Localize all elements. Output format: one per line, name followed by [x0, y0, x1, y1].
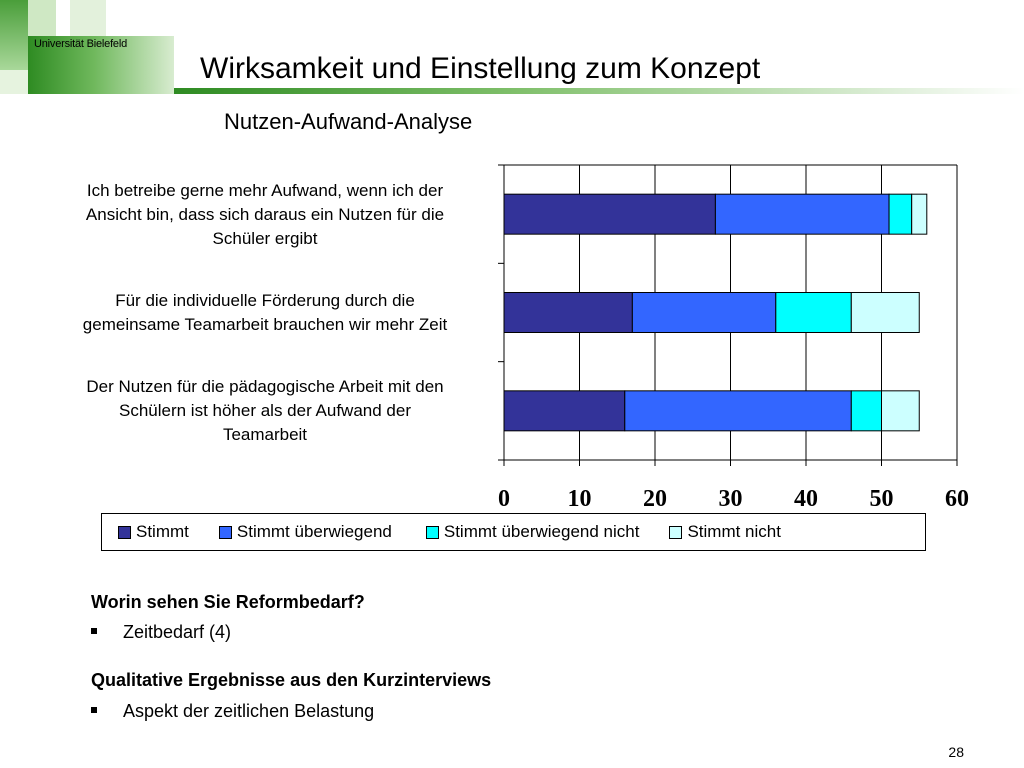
legend-item-stimmt: Stimmt — [118, 522, 189, 542]
category-label-3-line-2: Schülern ist höher als der Aufwand der — [118, 401, 411, 420]
category-label-3: Der Nutzen für die pädagogische Arbeit m… — [30, 375, 500, 447]
bar-segment — [503, 193, 716, 235]
legend-item-stimmt-ueberwiegend: Stimmt überwiegend — [218, 522, 392, 542]
legend-swatch-stimmt-ueberwiegend — [218, 525, 232, 539]
bar-segment — [714, 193, 890, 235]
x-tick-label: 0 — [498, 486, 510, 512]
x-tick-label: 30 — [719, 486, 743, 512]
bullet-text-1: Zeitbedarf (4) — [123, 622, 232, 642]
category-label-2-line-2: gemeinsame Teamarbeit brauchen wir mehr … — [82, 315, 448, 334]
category-label-2: Für die individuelle Förderung durch die… — [30, 289, 500, 337]
category-label-1-line-1: Ich betreibe gerne mehr Aufwand, wenn ic… — [86, 181, 444, 200]
university-logo: Universität Bielefeld — [34, 38, 128, 50]
question-heading-1: Worin sehen Sie Reformbedarf? — [91, 592, 365, 612]
bar-segment — [503, 292, 633, 333]
legend-swatch-stimmt-ueberwiegend-nicht — [425, 525, 439, 539]
x-tick-label: 60 — [945, 486, 969, 512]
category-label-1: Ich betreibe gerne mehr Aufwand, wenn ic… — [30, 179, 500, 251]
bar-segment — [631, 292, 777, 333]
legend-swatch-stimmt-nicht — [669, 525, 683, 539]
legend-label-stimmt: Stimmt — [136, 522, 189, 541]
bar-segment — [881, 390, 920, 432]
legend-label-stimmt-ueberwiegend: Stimmt überwiegend — [236, 522, 392, 541]
page-number: 28 — [948, 744, 964, 760]
bullet-item-2: Aspekt der zeitlichen Belastung — [91, 701, 374, 722]
decor-block-3 — [70, 0, 106, 36]
x-tick-label: 20 — [643, 486, 667, 512]
title-rule — [174, 88, 1024, 94]
bullet-square-icon — [91, 707, 97, 714]
legend-swatch-stimmt — [118, 525, 131, 539]
decor-block-2 — [28, 0, 56, 36]
page-title: Wirksamkeit und Einstellung zum Konzept — [200, 52, 761, 85]
question-heading-2: Qualitative Ergebnisse aus den Kurzinter… — [91, 670, 492, 690]
bar-segment — [888, 193, 913, 235]
legend-item-stimmt-nicht: Stimmt nicht — [669, 522, 781, 542]
legend-label-stimmt-ueberwiegend-nicht: Stimmt überwiegend nicht — [443, 522, 640, 541]
bar-segment — [775, 292, 852, 333]
decor-block-4 — [0, 70, 28, 94]
chart-legend: Stimmt Stimmt überwiegend Stimmt überwie… — [101, 513, 926, 551]
category-label-3-line-3: Teamarbeit — [222, 425, 308, 444]
legend-item-stimmt-ueberwiegend-nicht: Stimmt überwiegend nicht — [425, 522, 640, 542]
bar-segment — [624, 390, 852, 432]
x-tick-label: 40 — [794, 486, 818, 512]
bar-segment — [850, 292, 920, 333]
bullet-square-icon — [91, 628, 97, 635]
bar-segment — [911, 193, 928, 235]
decor-block-1 — [0, 0, 28, 70]
category-label-3-line-1: Der Nutzen für die pädagogische Arbeit m… — [86, 377, 444, 396]
chart-title: Nutzen-Aufwand-Analyse — [224, 109, 473, 134]
legend-label-stimmt-nicht: Stimmt nicht — [687, 522, 781, 541]
x-tick-label: 50 — [870, 486, 894, 512]
logo-box — [28, 36, 174, 94]
bar-segment — [503, 390, 626, 432]
category-label-1-line-3: Schüler ergibt — [212, 229, 318, 248]
category-label-2-line-1: Für die individuelle Förderung durch die — [115, 291, 415, 310]
bar-segment — [850, 390, 882, 432]
x-tick-label: 10 — [568, 486, 592, 512]
category-label-1-line-2: Ansicht bin, dass sich daraus ein Nutzen… — [85, 205, 445, 224]
bullet-item-1: Zeitbedarf (4) — [91, 622, 231, 643]
bullet-text-2: Aspekt der zeitlichen Belastung — [123, 701, 375, 721]
